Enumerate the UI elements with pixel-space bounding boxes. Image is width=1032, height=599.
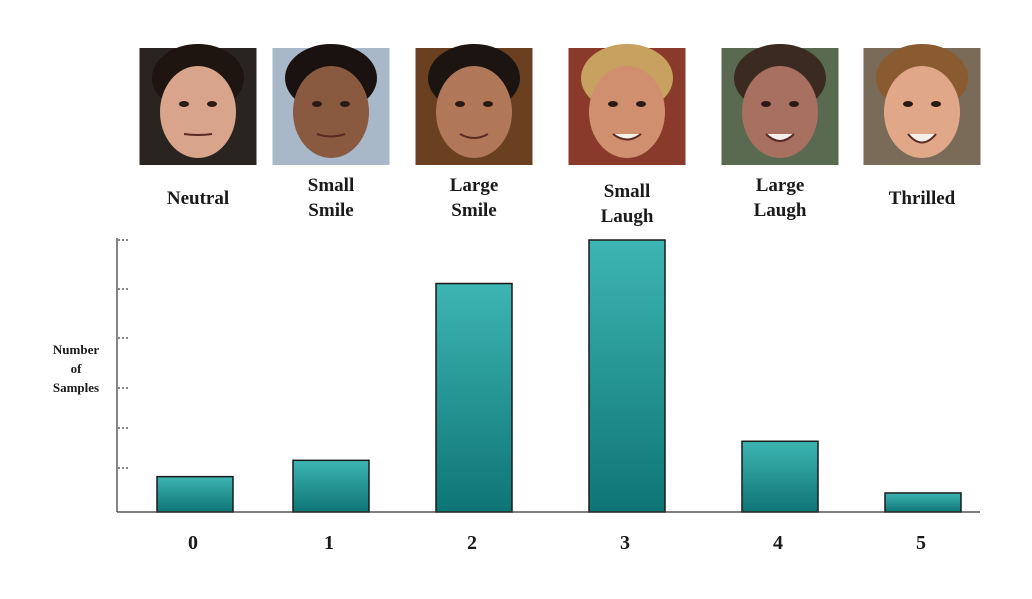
face-labels: Neutral Small Smile Large Smile Small Laugh Lar… bbox=[167, 175, 956, 227]
face-label-line: Large bbox=[756, 175, 805, 196]
bar bbox=[588, 239, 666, 513]
y-axis-label-line: Samples bbox=[53, 380, 99, 395]
left-eye-icon bbox=[312, 101, 322, 107]
axes bbox=[116, 238, 980, 513]
face-label-line: Large bbox=[450, 175, 499, 196]
face-thumbnail bbox=[568, 44, 686, 165]
right-eye-icon bbox=[931, 101, 941, 107]
y-tick bbox=[118, 288, 128, 290]
bar bbox=[435, 282, 513, 513]
mouth-icon bbox=[612, 133, 642, 141]
left-eye-icon bbox=[761, 101, 771, 107]
x-tick-label: 1 bbox=[324, 532, 334, 554]
mouth-icon bbox=[459, 133, 489, 139]
bar bbox=[741, 440, 819, 513]
face-shape bbox=[293, 66, 369, 158]
y-axis-ticks bbox=[118, 239, 128, 469]
bars bbox=[156, 239, 962, 513]
face-shape bbox=[884, 66, 960, 158]
mouth-icon bbox=[316, 133, 346, 138]
face-thumbnail bbox=[272, 44, 390, 165]
face-label-line: Small bbox=[308, 175, 354, 196]
face-thumbnail bbox=[863, 44, 981, 165]
face-label-line: Thrilled bbox=[889, 188, 956, 209]
left-eye-icon bbox=[179, 101, 189, 107]
left-eye-icon bbox=[903, 101, 913, 107]
face-thumbnail bbox=[721, 44, 839, 165]
right-eye-icon bbox=[340, 101, 350, 107]
y-axis-label-line: of bbox=[71, 361, 83, 376]
face-shape bbox=[436, 66, 512, 158]
face-shape bbox=[160, 66, 236, 158]
mouth-icon bbox=[907, 133, 937, 144]
x-tick-label: 5 bbox=[916, 532, 926, 554]
y-tick bbox=[118, 337, 128, 339]
right-eye-icon bbox=[483, 101, 493, 107]
face-shape bbox=[742, 66, 818, 158]
x-tick-label: 2 bbox=[467, 532, 477, 554]
y-tick bbox=[118, 467, 128, 469]
face-label-line: Small bbox=[604, 181, 650, 202]
left-eye-icon bbox=[608, 101, 618, 107]
right-eye-icon bbox=[636, 101, 646, 107]
right-eye-icon bbox=[207, 101, 217, 107]
face-label-line: Smile bbox=[451, 200, 496, 221]
face-label-line: Smile bbox=[308, 200, 353, 221]
bar bbox=[884, 492, 962, 513]
bar bbox=[156, 475, 234, 513]
face-thumbnails bbox=[139, 44, 981, 165]
x-tick-label: 4 bbox=[773, 532, 783, 554]
face-label-line: Laugh bbox=[754, 200, 807, 221]
x-tick-label: 0 bbox=[188, 532, 198, 554]
y-tick bbox=[118, 427, 128, 429]
mouth-icon bbox=[765, 133, 795, 142]
y-tick bbox=[118, 387, 128, 389]
right-eye-icon bbox=[789, 101, 799, 107]
face-thumbnail bbox=[415, 44, 533, 165]
x-axis-tick-labels: 0 1 2 3 4 5 bbox=[188, 532, 926, 554]
left-eye-icon bbox=[455, 101, 465, 107]
mouth-icon bbox=[183, 133, 213, 136]
y-tick bbox=[118, 239, 128, 241]
face-thumbnail bbox=[139, 44, 257, 165]
bar bbox=[292, 459, 370, 513]
x-tick-label: 3 bbox=[620, 532, 630, 554]
y-axis-label: Number of Samples bbox=[53, 342, 99, 395]
face-shape bbox=[589, 66, 665, 158]
face-label-line: Laugh bbox=[601, 206, 654, 227]
face-label-line: Neutral bbox=[167, 188, 229, 209]
y-axis-label-line: Number bbox=[53, 342, 99, 357]
